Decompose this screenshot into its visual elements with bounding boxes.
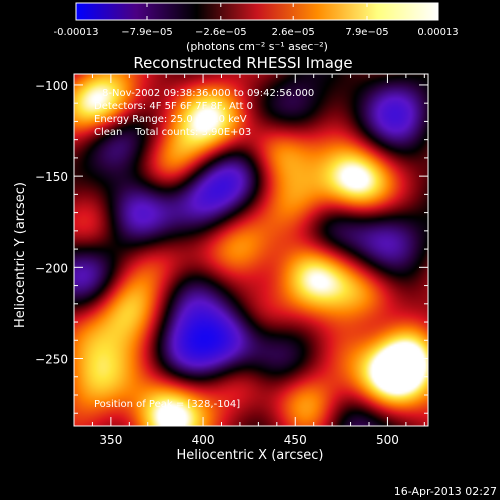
x-tick-label: 400 [192,433,215,447]
colorbar [75,2,439,21]
annotation-clean-counts: Clean Total counts: 3.90E+03 [94,127,251,138]
y-tick-label: −100 [35,79,68,93]
colorbar-tick-label: 0.00013 [417,27,458,38]
heatmap-image [74,74,428,426]
annotation-time-range: 8-Nov-2002 09:38:36.000 to 09:42:56.000 [102,88,314,99]
plot-frame [73,73,429,427]
footer-timestamp: 16-Apr-2013 02:27 [394,485,497,498]
y-tick-label: −150 [35,170,68,184]
y-tick-label: −250 [35,353,68,367]
x-tick-label: 350 [99,433,122,447]
chart-title: Reconstructed RHESSI Image [133,54,352,72]
colorbar-tick-label: 2.6e−05 [272,27,315,38]
annotation-detectors: Detectors: 4F 5F 6F 7F 8F, Att 0 [94,101,253,112]
annotation-energy-range: Energy Range: 25.0 - 50.0 keV [94,114,247,125]
x-tick-label: 450 [284,433,307,447]
colorbar-unit-label: (photons cm⁻² s⁻¹ asec⁻²) [186,40,328,53]
axis-ticks: 350 400 450 500 −100 −150 −200 −250 [35,74,428,447]
colorbar-tick-label: −2.6e−05 [195,27,247,38]
x-tick-label: 500 [376,433,399,447]
colorbar-tick-label: 7.9e−05 [345,27,388,38]
colorbar-tick-label: -0.00013 [54,27,99,38]
y-tick-label: −200 [35,261,68,275]
x-axis-label: Heliocentric X (arcsec) [177,448,324,463]
annotation-peak-position: Position of Peak = [328,-104] [94,399,240,410]
y-axis-label: Heliocentric Y (arcsec) [13,182,28,328]
colorbar-tick-label: −7.9e−05 [121,27,173,38]
colorbar-ticks: -0.00013 −7.9e−05 −2.6e−05 2.6e−05 7.9e−05 0.… [54,3,459,38]
